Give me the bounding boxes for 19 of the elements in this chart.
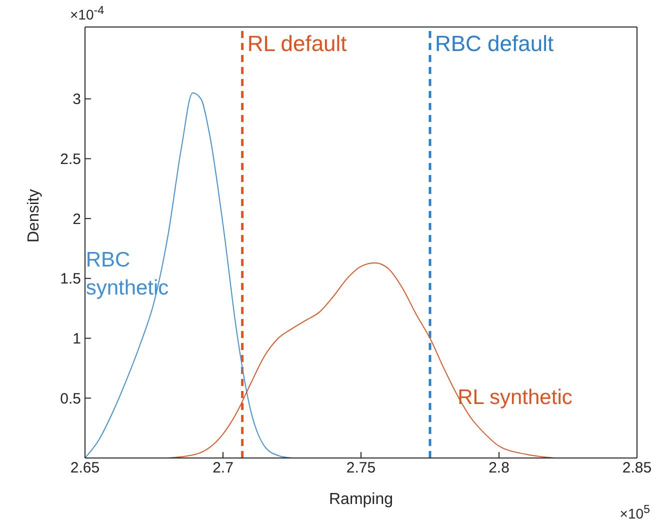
ref-line-label: RBC default [435,31,554,56]
x-tick-label: 2.8 [488,460,510,477]
y-tick-label: 1.5 [60,270,81,288]
y-axis-title: Density [26,189,43,242]
x-tick-label: 2.85 [622,460,652,477]
text: ×10$^{-4}$ [70,4,104,23]
y-tick-label: 2.5 [60,151,81,168]
x-axis-title: Ramping [328,491,394,508]
x-tick-label: 2.75 [346,460,376,477]
y-tick-label: 3 [72,91,81,108]
y-tick-label: 0.5 [60,390,81,408]
y-tick-label: 1 [72,330,81,348]
y-tick-label: 2 [72,210,81,228]
line-series [85,92,292,458]
x-tick-label: 2.7 [212,460,234,477]
text: ×10$^{5}$ [620,503,650,522]
x-tick-label: 2.65 [70,460,100,477]
series-label: RL synthetic [458,386,572,410]
ref-line-label: RL default [247,31,347,56]
